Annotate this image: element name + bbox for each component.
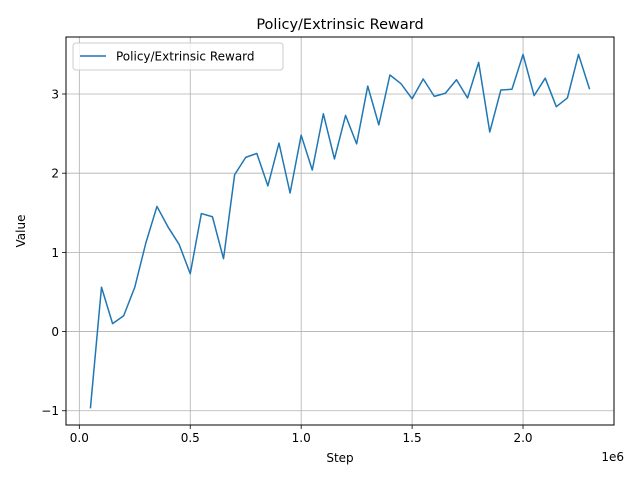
x-tick-label: 1.0 — [292, 431, 311, 445]
y-axis-label: Value — [14, 215, 28, 248]
legend: Policy/Extrinsic Reward — [72, 42, 284, 71]
plot-frame — [65, 36, 615, 426]
x-tick-label: 0.5 — [181, 431, 200, 445]
y-tick-label: −1 — [41, 404, 59, 418]
x-tick-label: 0.0 — [70, 431, 89, 445]
y-axis-ticks: −1 0 1 2 3 — [41, 88, 66, 418]
x-axis-label: Step — [326, 451, 353, 465]
y-tick-label: 3 — [51, 88, 59, 102]
y-tick-label: 2 — [51, 167, 59, 181]
series-layer — [89, 53, 591, 409]
grid — [66, 37, 614, 425]
x-axis-offset-label: 1e6 — [601, 450, 624, 464]
legend-box — [72, 42, 284, 71]
x-tick-label: 2.0 — [513, 431, 532, 445]
legend-label: Policy/Extrinsic Reward — [116, 50, 255, 64]
x-tick-label: 1.5 — [403, 431, 422, 445]
series-line — [89, 53, 591, 409]
y-tick-label: 0 — [51, 325, 59, 339]
x-axis-ticks: 0.0 0.5 1.0 1.5 2.0 — [70, 425, 533, 445]
chart-title: Policy/Extrinsic Reward — [256, 17, 423, 33]
y-tick-label: 1 — [51, 246, 59, 260]
